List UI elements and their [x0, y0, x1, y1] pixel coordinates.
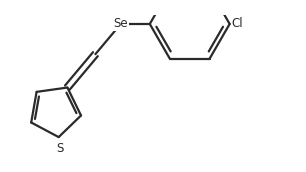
- Text: S: S: [56, 142, 63, 155]
- Text: Cl: Cl: [232, 18, 243, 30]
- Text: Se: Se: [114, 17, 128, 30]
